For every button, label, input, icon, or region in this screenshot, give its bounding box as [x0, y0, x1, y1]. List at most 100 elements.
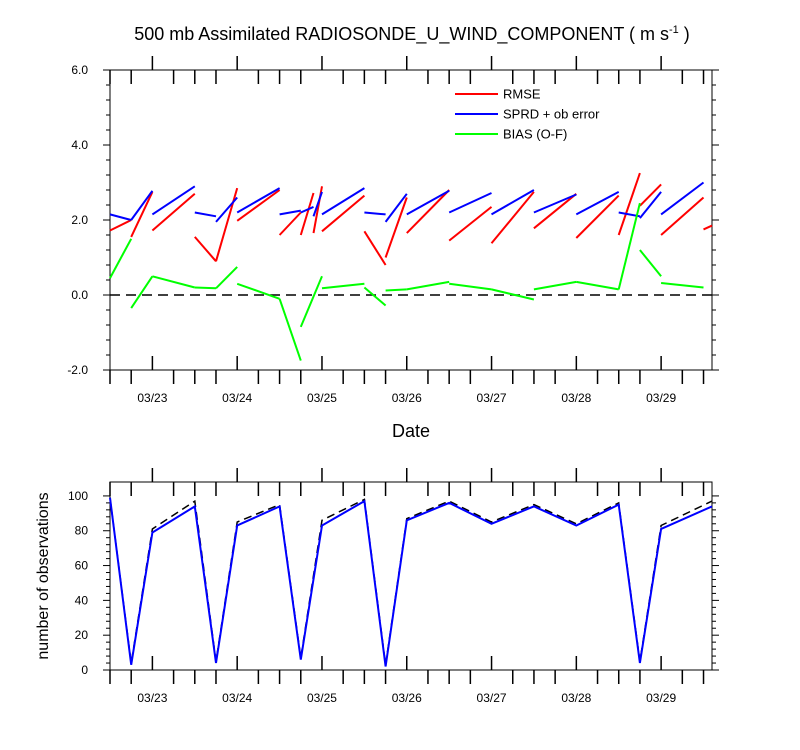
- top-series-bias-o-f-segment: [576, 280, 619, 291]
- top-series-rmse-segment: [278, 211, 302, 236]
- bottom-xtick-label: 03/29: [646, 691, 676, 705]
- top-ytick-label: 6.0: [71, 63, 88, 77]
- top-series-bias-o-f-segment: [449, 282, 492, 291]
- top-series-sprd-ob-error-segment: [639, 191, 662, 219]
- top-series-bias-o-f-segment: [385, 288, 407, 292]
- top-series-bias-o-f-segment: [194, 286, 217, 290]
- top-xtick-label: 03/27: [477, 391, 507, 405]
- bottom-xtick-label: 03/28: [561, 691, 591, 705]
- top-series-rmse-segment: [299, 192, 315, 236]
- top-series-sprd-ob-error-segment: [364, 211, 386, 216]
- bottom-xtick-label: 03/27: [477, 691, 507, 705]
- legend-entry: BIAS (O-F): [503, 127, 567, 142]
- top-ytick-label: -2.0: [67, 363, 88, 377]
- top-series-rmse-segment: [617, 172, 641, 236]
- bottom-yaxis-label: number of observations: [35, 492, 52, 659]
- legend: RMSE SPRD + ob error BIAS (O-F): [455, 87, 600, 142]
- top-series-rmse-segment: [639, 183, 662, 207]
- top-series-rmse-segment: [215, 187, 239, 262]
- bottom-ytick-label: 60: [75, 559, 89, 573]
- top-xtick-label: 03/28: [561, 391, 591, 405]
- top-series-sprd-ob-error-segment: [109, 213, 132, 221]
- bottom-plot: 0 20 40 60 80 100 03/23 03/24 03/25 03/26 03/27 03/…: [35, 468, 719, 705]
- chart-title: 500 mb Assimilated RADIOSONDE_U_WIND_COM…: [134, 24, 690, 45]
- top-xtick-label: 03/29: [646, 391, 676, 405]
- top-series-rmse-segment: [533, 193, 577, 230]
- bottom-ytick-label: 0: [81, 663, 88, 677]
- bottom-ytick-label: 40: [75, 593, 89, 607]
- bottom-series-obs-used-line: [109, 497, 713, 667]
- bottom-plot-frame: [109, 481, 713, 671]
- top-series-sprd-ob-error-segment: [491, 189, 535, 216]
- top-series-sprd-ob-error-segment: [384, 193, 408, 223]
- bottom-ytick-label: 20: [75, 628, 89, 642]
- top-series-rmse-segment: [236, 189, 281, 222]
- bottom-xtick-label: 03/24: [222, 691, 252, 705]
- chart-title-tail: ): [679, 24, 690, 44]
- top-series-bias-o-f-segment: [363, 286, 387, 307]
- top-series-bias-o-f-segment: [215, 266, 238, 290]
- top-series-bias-o-f-segment: [109, 238, 133, 279]
- top-series-sprd-ob-error-segment: [236, 187, 281, 214]
- top-series-bias-o-f-segment: [533, 280, 577, 291]
- top-series-rmse-segment: [363, 230, 387, 266]
- top-series-sprd-ob-error-segment: [194, 211, 217, 218]
- top-series-rmse-segment: [109, 219, 132, 232]
- bottom-ytick-label: 100: [68, 489, 88, 503]
- top-series-rmse-segment: [703, 224, 713, 231]
- top-series-sprd-ob-error-segment: [406, 189, 450, 216]
- top-series-sprd-ob-error-segment: [130, 190, 154, 221]
- top-series-rmse-segment: [660, 196, 705, 236]
- top-series-sprd-ob-error-segment: [279, 209, 301, 216]
- top-series-sprd-ob-error-segment: [448, 192, 492, 214]
- chart-title-sup: -1: [669, 24, 679, 36]
- top-series-rmse-segment: [194, 236, 217, 262]
- top-xtick-label: 03/26: [392, 391, 422, 405]
- top-series-sprd-ob-error-segment: [575, 191, 620, 216]
- chart-title-main: 500 mb Assimilated RADIOSONDE_U_WIND_COM…: [134, 24, 669, 45]
- top-xaxis-label: Date: [392, 421, 430, 441]
- top-series-rmse-segment: [130, 191, 154, 238]
- top-series-bias-o-f-segment: [406, 280, 450, 291]
- top-plot: -2.0 0.0 2.0 4.0 6.0 03/23 03/24 03/25 03/26 03/2…: [67, 56, 719, 441]
- top-series-bias-o-f-segment: [278, 298, 302, 361]
- top-ytick-label: 2.0: [71, 213, 88, 227]
- legend-entry: RMSE: [503, 87, 541, 102]
- bottom-xtick-label: 03/26: [392, 691, 422, 705]
- top-series-bias-o-f-segment: [639, 249, 662, 277]
- legend-entry: SPRD + ob error: [503, 107, 600, 122]
- top-xtick-label: 03/25: [307, 391, 337, 405]
- top-ytick-label: 4.0: [71, 138, 88, 152]
- top-series-sprd-ob-error-segment: [533, 193, 577, 214]
- top-xtick-label: 03/23: [137, 391, 167, 405]
- top-series-bias-o-f-segment: [660, 282, 704, 289]
- top-series-bias-o-f-segment: [491, 288, 535, 301]
- bottom-xtick-label: 03/25: [307, 691, 337, 705]
- top-series-sprd-ob-error-segment: [151, 185, 196, 216]
- top-series-sprd-ob-error-segment: [321, 187, 365, 216]
- top-series-rmse-segment: [490, 191, 535, 244]
- top-series-rmse-segment: [321, 194, 366, 233]
- top-series-sprd-ob-error-segment: [312, 191, 323, 217]
- top-ytick-label: 0.0: [71, 288, 88, 302]
- top-series-sprd-ob-error-segment: [215, 196, 238, 223]
- top-series-sprd-ob-error-segment: [660, 181, 705, 216]
- top-series-bias-o-f-segment: [236, 282, 280, 300]
- bottom-xtick-label: 03/23: [137, 691, 167, 705]
- top-series-rmse-segment: [448, 206, 493, 242]
- top-series-rmse-segment: [151, 193, 196, 232]
- top-series-bias-o-f-segment: [617, 202, 641, 290]
- top-series-rmse-segment: [406, 189, 450, 234]
- top-series-rmse-segment: [384, 197, 408, 258]
- top-plot-frame: [109, 69, 713, 371]
- top-series-bias-o-f-segment: [152, 275, 196, 289]
- top-series-bias-o-f-segment: [130, 275, 154, 309]
- top-xtick-label: 03/24: [222, 391, 252, 405]
- top-series-sprd-ob-error-segment: [300, 205, 314, 214]
- top-series-bias-o-f-segment: [299, 275, 323, 328]
- bottom-ytick-label: 80: [75, 524, 89, 538]
- top-series-bias-o-f-segment: [321, 282, 365, 290]
- top-series-rmse-segment: [575, 194, 620, 239]
